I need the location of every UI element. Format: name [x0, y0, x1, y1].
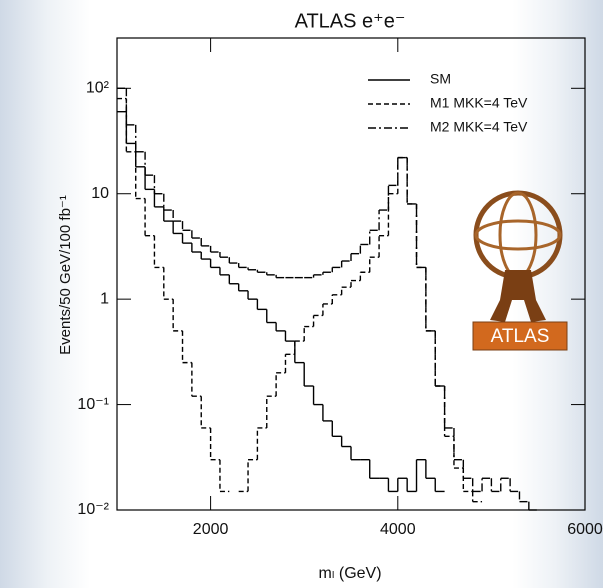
logo-globe: [473, 190, 563, 280]
x-tick-label: 4000: [380, 521, 416, 538]
x-axis-label: mₗ (GeV): [318, 565, 381, 582]
logo-meridian: [498, 191, 538, 279]
x-tick-label: 2000: [193, 521, 229, 538]
logo-figure: [490, 270, 546, 322]
x-tick-label: 6000: [567, 521, 603, 538]
legend-label: M2 MKK=4 TeV: [430, 119, 528, 135]
y-tick-label: 10: [91, 185, 109, 202]
y-tick-label: 10⁻²: [77, 501, 109, 518]
chart-title: ATLAS e⁺e⁻: [295, 10, 406, 32]
legend-label: SM: [430, 71, 451, 87]
logo-box: [472, 321, 568, 351]
logo-text: ATLAS: [491, 326, 550, 347]
y-tick-label: 1: [100, 290, 109, 307]
y-tick-label: 10²: [86, 80, 110, 97]
plot-frame: [116, 37, 586, 511]
y-tick-label: 10⁻¹: [77, 396, 109, 413]
logo-parallel: [474, 219, 562, 251]
atlas-logo: ATLAS: [472, 190, 568, 351]
legend-label: M1 MKK=4 TeV: [430, 95, 528, 111]
y-axis-label: Events/50 GeV/100 fb⁻¹: [57, 195, 74, 355]
